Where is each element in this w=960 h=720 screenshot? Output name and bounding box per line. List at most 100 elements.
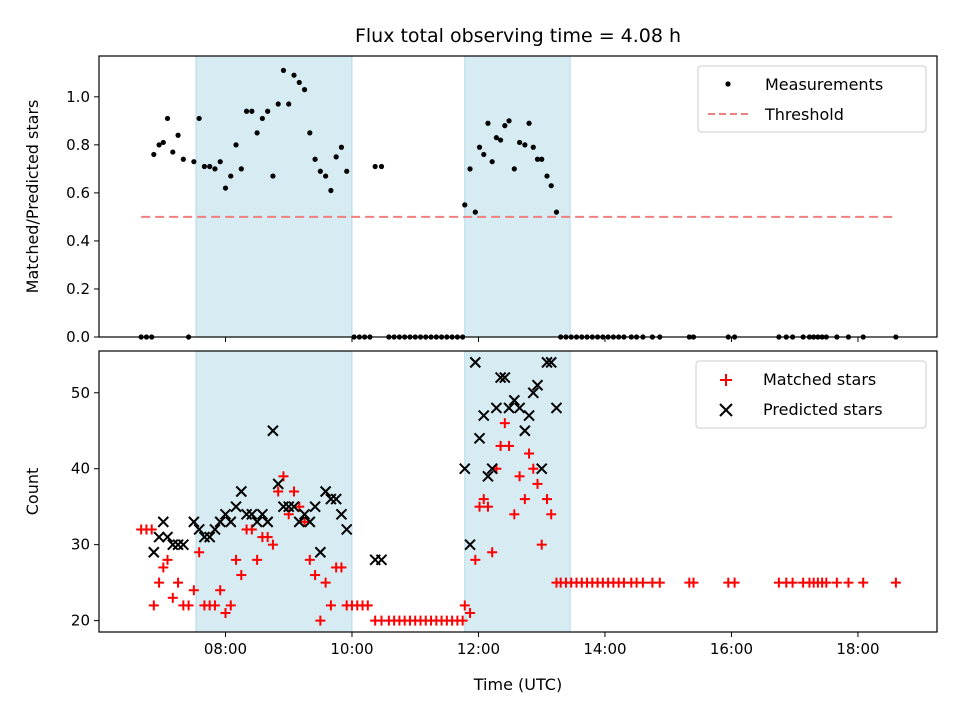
measurement-point — [160, 139, 166, 146]
matched-star-point — [336, 562, 347, 573]
predicted-star-point — [536, 463, 548, 475]
predicted-star-point — [309, 500, 321, 513]
matched-star-point — [637, 577, 648, 588]
measurement-point — [201, 163, 208, 170]
matched-star-point — [890, 577, 901, 588]
matched-star-point — [267, 539, 278, 550]
bottom-legend-box — [695, 360, 927, 429]
measurement-point — [530, 144, 536, 150]
top-y-axis-label: Matched/Predicted stars — [23, 100, 42, 294]
measurement-point — [317, 168, 323, 174]
matched-star-point — [325, 600, 336, 611]
matched-legend-marker — [720, 374, 732, 386]
predicted-star-point — [288, 500, 300, 513]
predicted-star-point — [459, 463, 471, 475]
measurement-point — [333, 154, 339, 160]
matched-star-point — [532, 478, 543, 489]
measurement-point — [265, 108, 271, 114]
predicted-star-point — [531, 379, 544, 391]
matched-star-point — [688, 577, 699, 588]
measurement-point — [291, 72, 297, 78]
predicted-star-point — [148, 546, 160, 558]
measurement-point — [207, 163, 213, 170]
measurement-point — [472, 209, 478, 215]
predicted-star-point — [523, 409, 535, 422]
predicted-star-point — [541, 356, 553, 369]
measurement-point — [544, 173, 550, 179]
predicted-star-point — [508, 394, 521, 407]
measurement-point — [344, 168, 350, 174]
matched-star-point — [495, 440, 506, 451]
measurement-point — [270, 173, 276, 179]
measurement-point — [489, 159, 495, 165]
matched-star-point — [528, 463, 539, 474]
measurement-point — [228, 173, 234, 179]
matched-star-point — [154, 577, 165, 588]
measurement-point — [275, 101, 281, 107]
observing-window-band — [195, 55, 353, 338]
predicted-star-point — [304, 516, 316, 528]
measurement-point — [312, 156, 318, 162]
predicted-star-point — [246, 508, 258, 520]
measurement-point — [511, 166, 517, 172]
threshold-legend-label: Threshold — [764, 105, 844, 124]
predicted-star-point — [256, 508, 269, 520]
matched-star-point — [273, 486, 284, 497]
measurement-point — [233, 142, 239, 148]
predicted-star-point — [330, 493, 342, 505]
measurement-point — [238, 166, 244, 172]
matched-star-point — [536, 539, 547, 550]
measurement-point — [164, 115, 171, 122]
matched-star-point — [787, 577, 798, 588]
measurement-point — [476, 144, 483, 150]
measurement-point — [217, 159, 223, 165]
matched-star-point — [146, 524, 157, 535]
matched-star-point — [470, 554, 481, 565]
top-y-axis-ticks: 0.0 0.2 0.4 0.6 0.8 1.0 — [66, 88, 99, 346]
bottom-plot-frame — [98, 350, 938, 633]
matched-star-point — [831, 577, 842, 588]
y-tick-label: 20 — [71, 612, 90, 630]
matched-star-point — [541, 494, 552, 505]
matched-star-point — [459, 600, 470, 611]
predicted-star-point — [214, 516, 226, 528]
matched-star-point — [289, 486, 300, 497]
matched-legend-label: Matched stars — [763, 370, 876, 389]
matched-star-point — [236, 570, 247, 581]
x-tick-label: 18:00 — [836, 640, 879, 658]
matched-star-point — [524, 448, 535, 459]
measurement-point — [493, 135, 499, 141]
predicted-star-point — [545, 356, 557, 369]
measurement-point — [481, 151, 487, 158]
measurement-point — [526, 120, 532, 126]
matched-star-point — [304, 554, 315, 565]
x-tick-label: 12:00 — [457, 640, 500, 658]
observing-window-band — [464, 55, 571, 338]
measurement-point — [522, 142, 528, 148]
predicted-star-point — [203, 531, 216, 543]
predicted-star-point — [188, 516, 200, 528]
measurement-point — [156, 142, 162, 148]
predicted-star-point — [482, 470, 494, 483]
top-legend-box — [697, 65, 927, 133]
measurement-point — [254, 130, 260, 136]
top-plot-frame — [98, 55, 938, 338]
predicted-star-point — [251, 516, 263, 528]
matched-star-point — [220, 608, 231, 619]
measurement-point — [539, 156, 545, 162]
matched-star-point — [519, 494, 530, 505]
predicted-star-point — [375, 554, 388, 566]
matched-star-point — [858, 577, 869, 588]
predicted-star-point — [272, 478, 284, 490]
matched-star-point — [729, 577, 740, 588]
matched-star-point — [231, 554, 242, 565]
measurement-point — [485, 120, 491, 126]
measurements-legend-marker — [725, 81, 731, 87]
matched-star-point — [465, 608, 476, 619]
matched-star-point — [299, 516, 310, 527]
y-tick-label: 0.2 — [66, 280, 90, 298]
top-observing-windows — [195, 55, 571, 338]
matched-star-point — [209, 600, 220, 611]
predicted-legend-marker — [719, 403, 733, 417]
